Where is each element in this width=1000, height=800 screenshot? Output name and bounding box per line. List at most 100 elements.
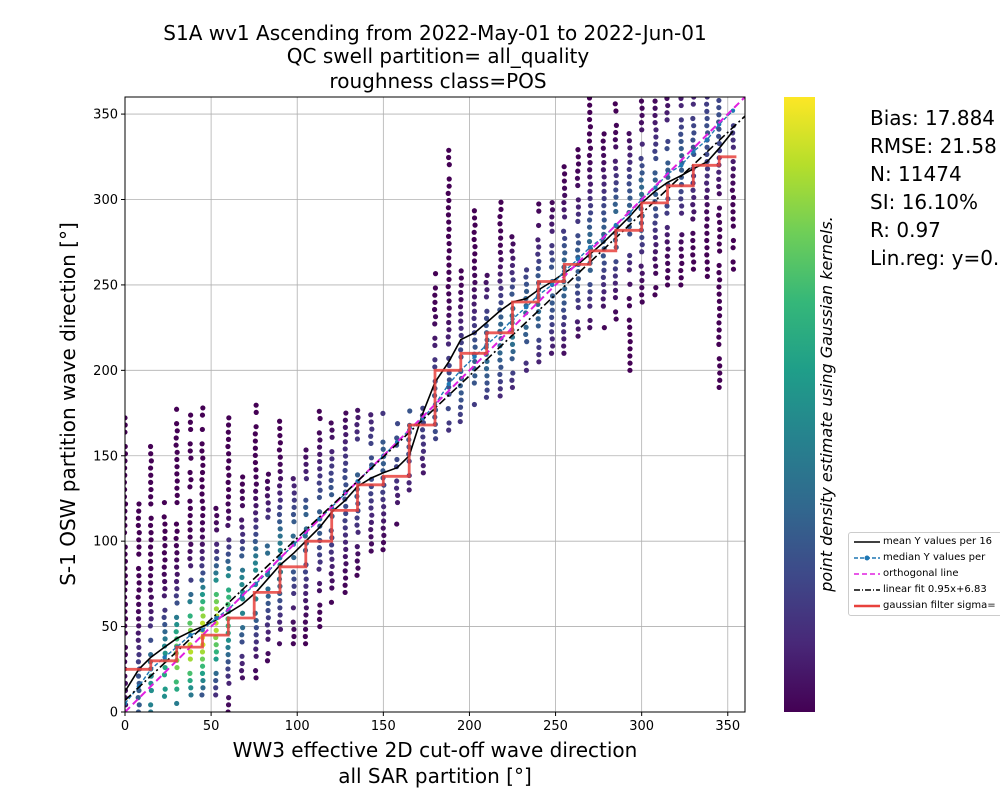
scatter-point bbox=[174, 557, 180, 563]
scatter-point bbox=[716, 176, 722, 182]
scatter-point bbox=[471, 401, 478, 408]
x-tick-label: 250 bbox=[543, 719, 568, 734]
scatter-point bbox=[664, 117, 670, 123]
scatter-point bbox=[369, 426, 375, 432]
scatter-point bbox=[239, 503, 246, 509]
scatter-point bbox=[252, 431, 258, 437]
scatter-point bbox=[575, 304, 581, 311]
scatter-point bbox=[497, 350, 503, 356]
scatter-point bbox=[446, 291, 452, 297]
scatter-point bbox=[174, 499, 180, 506]
scatter-point bbox=[484, 308, 490, 314]
scatter-point bbox=[225, 501, 231, 507]
scatter-point bbox=[497, 379, 503, 385]
scatter-point bbox=[316, 430, 322, 436]
scatter-point bbox=[575, 147, 581, 153]
legend-item-gaussian: gaussian filter sigma= bbox=[849, 598, 1000, 614]
scatter-point bbox=[173, 535, 179, 542]
scatter-point bbox=[626, 317, 632, 323]
scatter-point bbox=[716, 104, 722, 111]
scatter-point bbox=[226, 451, 232, 457]
scatter-point bbox=[125, 501, 129, 507]
median-marker bbox=[613, 222, 619, 228]
scatter-point bbox=[678, 196, 684, 202]
scatter-point bbox=[162, 664, 168, 671]
scatter-point bbox=[510, 241, 516, 247]
scatter-point bbox=[329, 449, 335, 455]
scatter-point bbox=[239, 567, 246, 573]
scatter-point bbox=[125, 530, 128, 536]
scatter-point bbox=[446, 427, 452, 433]
scatter-point bbox=[380, 439, 386, 445]
x-axis-ticks: 0 50 100 150 200 250 300 350 bbox=[121, 712, 740, 734]
scatter-point bbox=[432, 364, 438, 370]
scatter-point bbox=[509, 234, 515, 240]
scatter-point bbox=[600, 281, 607, 288]
scatter-point bbox=[664, 275, 671, 281]
scatter-point bbox=[368, 541, 375, 547]
scatter-point bbox=[381, 532, 387, 538]
scatter-point bbox=[638, 120, 645, 126]
scatter-point bbox=[125, 644, 129, 651]
scatter-point bbox=[174, 528, 180, 534]
scatter-point bbox=[226, 515, 232, 521]
scatter-point bbox=[239, 524, 245, 530]
chart-title-line-2: QC swell partition= all_quality bbox=[287, 44, 590, 68]
scatter-point bbox=[174, 456, 180, 463]
scatter-point bbox=[265, 514, 271, 520]
scatter-point bbox=[446, 240, 452, 247]
scatter-point bbox=[328, 571, 334, 577]
scatter-point bbox=[199, 412, 206, 418]
scatter-point bbox=[497, 278, 503, 284]
scatter-point bbox=[549, 221, 555, 227]
scatter-point bbox=[704, 194, 710, 201]
scatter-point bbox=[265, 471, 272, 477]
scatter-point bbox=[560, 321, 567, 328]
scatter-point bbox=[265, 500, 271, 506]
scatter-point bbox=[458, 390, 464, 396]
scatter-point bbox=[125, 558, 128, 564]
scatter-point bbox=[471, 308, 478, 314]
scatter-point bbox=[678, 145, 684, 152]
scatter-point bbox=[730, 259, 736, 265]
scatter-point bbox=[225, 673, 231, 679]
scatter-point bbox=[446, 298, 452, 304]
scatter-point bbox=[199, 591, 206, 598]
scatter-point bbox=[277, 504, 283, 510]
scatter-point bbox=[587, 325, 593, 331]
scatter-point bbox=[253, 553, 259, 559]
scatter-point bbox=[199, 670, 206, 676]
scatter-point bbox=[125, 652, 128, 658]
scatter-point bbox=[303, 605, 309, 611]
y-axis-ticks: 0 50 100 150 200 250 300 350 bbox=[93, 108, 125, 721]
scatter-point bbox=[188, 685, 194, 691]
x-tick-label: 200 bbox=[457, 719, 482, 734]
scatter-point bbox=[653, 134, 659, 140]
scatter-point bbox=[303, 576, 309, 582]
scatter-point bbox=[523, 267, 530, 273]
scatter-point bbox=[162, 528, 168, 534]
scatter-point bbox=[458, 311, 464, 317]
scatter-point bbox=[174, 428, 180, 434]
scatter-point bbox=[716, 320, 722, 326]
legend-swatch-linear-fit bbox=[854, 589, 880, 591]
x-tick-label: 100 bbox=[285, 719, 310, 734]
scatter-point bbox=[457, 411, 463, 418]
scatter-point bbox=[626, 202, 633, 208]
median-marker bbox=[730, 108, 736, 113]
scatter-point bbox=[328, 492, 335, 498]
scatter-point bbox=[600, 145, 606, 151]
scatter-point bbox=[601, 152, 607, 159]
scatter-point bbox=[253, 474, 259, 480]
scatter-point bbox=[653, 127, 659, 133]
scatter-point bbox=[730, 223, 736, 229]
scatter-point bbox=[729, 187, 735, 193]
scatter-point bbox=[187, 469, 193, 476]
scatter-point bbox=[343, 503, 349, 509]
scatter-point bbox=[601, 325, 607, 331]
scatter-point bbox=[225, 666, 231, 672]
scatter-point bbox=[328, 477, 334, 483]
legend-label-orthogonal: orthogonal line bbox=[883, 568, 959, 579]
scatter-point bbox=[497, 221, 503, 227]
scatter-point bbox=[317, 623, 323, 630]
